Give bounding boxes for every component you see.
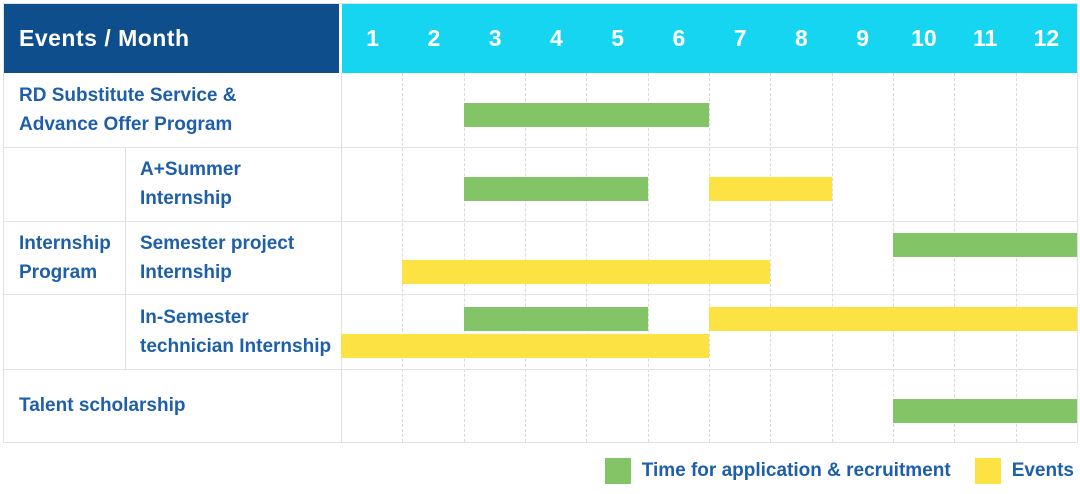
row-divider: [4, 221, 1077, 222]
row-label-a-plus-summer-internship-line: A+Summer: [140, 159, 241, 180]
month-gridline: [770, 73, 772, 442]
month-gridline: [831, 73, 833, 442]
month-gridline: [1015, 73, 1017, 442]
table-header-cell: Events / Month: [4, 4, 339, 73]
row-label-talent-scholarship: Talent scholarship: [4, 369, 341, 442]
month-label: 5: [611, 25, 625, 51]
month-gridline: [709, 73, 710, 442]
group-column-divider: [125, 147, 126, 369]
month-gridline: [402, 73, 404, 442]
month-label: 7: [733, 25, 747, 51]
gantt-bar-events: [709, 306, 1077, 331]
month-header-row: 1 2 3 4 5 6 7 8 9 10 11 12: [342, 4, 1077, 73]
month-label: 12: [1033, 25, 1060, 51]
gantt-bar-application: [893, 232, 1077, 257]
row-label-a-plus-summer-internship-line: Internship: [140, 188, 232, 209]
row-label-semester-project-internship: Semester project Internship: [125, 221, 341, 294]
legend-label-application: Time for application & recruitment: [641, 460, 951, 481]
row-label-in-semester-technician-internship-line: technician Internship: [140, 335, 332, 357]
month-label: 2: [427, 25, 441, 51]
group-label-internship-program: Internship Program: [4, 147, 125, 369]
schedule-table: Events / Month 1 2 3 4 5 6 7 8 9 10 11 12 RD Substi…: [3, 3, 1078, 443]
row-label-talent-scholarship-line: Talent scholarship: [19, 395, 186, 416]
month-gridline: [463, 73, 465, 442]
legend-swatch-events: [974, 458, 1001, 484]
row-label-rd-substitute-service-advance-offer-program-line: RD Substitute Service &: [19, 85, 237, 106]
month-label: 3: [488, 25, 502, 51]
row-label-in-semester-technician-internship-line: In-Semester: [140, 306, 249, 328]
row-label-rd-substitute-service-advance-offer-program-line: Advance Offer Program: [19, 114, 233, 135]
row-label-semester-project-internship-line: Internship: [140, 261, 232, 283]
month-gridline: [525, 73, 526, 442]
month-label: 11: [972, 25, 998, 51]
legend: Time for application & recruitment Events: [604, 456, 1074, 486]
gantt-bar-application: [463, 306, 648, 331]
row-label-rd-substitute-service-advance-offer-program: RD Substitute Service & Advance Offer Pro…: [4, 73, 341, 147]
legend-label-events: Events: [1011, 460, 1074, 481]
month-label: 8: [794, 25, 808, 51]
gantt-bar-events: [709, 177, 832, 201]
row-label-in-semester-technician-internship: In-Semester technician Internship: [125, 294, 341, 369]
month-label: 9: [856, 25, 870, 51]
page-title: Events / Month: [19, 25, 190, 51]
month-gridline: [586, 73, 588, 442]
label-grid-divider: [341, 73, 342, 442]
gantt-bar-events: [341, 334, 709, 358]
month-label: 1: [366, 25, 380, 51]
legend-item-application: Time for application & recruitment: [604, 458, 951, 484]
gantt-bar-application: [893, 398, 1077, 423]
month-gridline: [893, 73, 894, 442]
month-label: 10: [911, 25, 937, 51]
row-divider: [4, 294, 1077, 295]
legend-swatch-application: [604, 458, 631, 484]
month-gridline: [647, 73, 649, 442]
group-label-internship-program-line: Internship: [19, 233, 111, 254]
month-label: 4: [549, 25, 563, 51]
month-gridline: [954, 73, 956, 442]
row-divider: [4, 147, 1077, 148]
row-label-semester-project-internship-line: Semester project: [140, 232, 295, 254]
row-label-a-plus-summer-internship: A+Summer Internship: [125, 147, 341, 221]
month-label: 6: [672, 25, 686, 51]
gantt-bar-application: [463, 103, 709, 127]
row-divider: [4, 369, 1077, 370]
legend-item-events: Events: [974, 458, 1074, 484]
gantt-bar-application: [463, 177, 648, 201]
group-label-internship-program-line: Program: [19, 262, 98, 283]
gantt-bar-events: [402, 260, 771, 284]
